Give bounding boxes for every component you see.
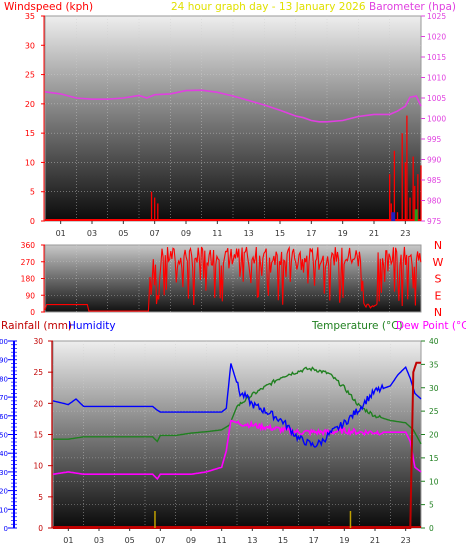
humidity-axis-title: Humidity (68, 320, 116, 332)
wind-tick-label: 20 (25, 100, 35, 109)
time-tick-label: 21 (369, 229, 379, 238)
dewpoint-line (52, 419, 422, 481)
baro-tick-label: 995 (427, 135, 442, 144)
direction-tick-label: 270 (21, 258, 36, 267)
direction-tick-label: 0 (30, 308, 35, 317)
temp-tick-label: 5 (429, 501, 434, 510)
baro-tick-label: 1010 (427, 74, 446, 83)
rain-tick-label: 5 (38, 493, 43, 502)
baro-tick-label: 1005 (427, 94, 446, 103)
time-tick-label: 23 (400, 229, 410, 238)
time-tick-label: 15 (275, 229, 285, 238)
rain-tick-label: 25 (33, 368, 43, 377)
temp-tick-label: 15 (429, 454, 439, 463)
rain-tick-label: 15 (33, 431, 43, 440)
humidity-tick-label: 50 (0, 432, 8, 440)
rain-tick-label: 0 (38, 524, 43, 533)
humidity-tick-label: 90 (0, 357, 8, 365)
humidity-tick-label: 80 (0, 375, 8, 383)
time-tick-label: 07 (150, 229, 160, 238)
time-tick-label: 15 (278, 536, 288, 545)
rainfall-axis-title: Rainfall (mm) (1, 320, 73, 332)
barometer-axis-title: Barometer (hpa) (369, 1, 457, 13)
wind-tick-label: 30 (25, 41, 35, 50)
humidity-tick-label: 10 (0, 506, 8, 514)
time-tick-label: 13 (247, 536, 257, 545)
time-tick-label: 11 (212, 229, 222, 238)
direction-tick-label: 90 (25, 291, 35, 300)
temp-tick-label: 25 (429, 407, 439, 416)
humidity-tick-label: 100 (0, 338, 8, 346)
wind-tick-label: 0 (30, 217, 35, 226)
temp-tick-label: 20 (429, 431, 439, 440)
barometer-line (44, 89, 422, 123)
graph-title: 24 hour graph day - 13 January 2026 (171, 1, 366, 13)
humidity-tick-label: 70 (0, 394, 8, 402)
dewpoint-axis-title: Dew Point (°C) (396, 320, 466, 332)
time-tick-label: 09 (186, 536, 196, 545)
time-tick-label: 05 (125, 536, 135, 545)
gust-marker-green (414, 209, 418, 221)
time-tick-label: 05 (118, 229, 128, 238)
time-tick-label: 11 (217, 536, 227, 545)
wind-tick-label: 10 (25, 158, 35, 167)
temperature-line (53, 366, 422, 445)
baro-tick-label: 1000 (427, 115, 446, 124)
humidity-tick-label: 0 (4, 525, 8, 533)
temp-tick-label: 40 (429, 337, 439, 346)
humidity-line (52, 363, 422, 448)
time-tick-label: 07 (155, 536, 165, 545)
compass-label: E (435, 289, 442, 302)
baro-tick-label: 1015 (427, 53, 446, 62)
time-tick-label: 19 (338, 229, 348, 238)
temp-tick-label: 35 (429, 360, 439, 369)
wind-tick-label: 25 (25, 71, 35, 80)
gust-marker-blue (391, 212, 396, 221)
baro-tick-label: 975 (427, 217, 442, 226)
compass-label: W (433, 256, 444, 269)
time-tick-label: 17 (306, 229, 316, 238)
direction-tick-label: 360 (21, 241, 36, 250)
rain-tick-label: 20 (33, 399, 43, 408)
wind-tick-label: 15 (25, 129, 35, 138)
humidity-tick-label: 60 (0, 413, 8, 421)
time-tick-label: 01 (56, 229, 66, 238)
compass-label: N (434, 239, 442, 252)
baro-tick-label: 990 (427, 156, 442, 165)
time-tick-label: 17 (309, 536, 319, 545)
baro-tick-label: 1025 (427, 12, 446, 21)
time-tick-label: 03 (87, 229, 97, 238)
compass-label: N (434, 306, 442, 319)
humidity-tick-label: 20 (0, 488, 8, 496)
time-tick-label: 13 (244, 229, 254, 238)
compass-label: S (435, 273, 442, 286)
temp-tick-label: 10 (429, 477, 439, 486)
wind-tick-label: 5 (30, 188, 35, 197)
time-tick-label: 23 (401, 536, 411, 545)
time-tick-label: 19 (339, 536, 349, 545)
rain-tick-label: 10 (33, 462, 43, 471)
temperature-axis-title: Temperature (°C) (312, 320, 403, 332)
direction-tick-label: 180 (21, 275, 36, 284)
humidity-tick-label: 30 (0, 469, 8, 477)
time-tick-label: 01 (63, 536, 73, 545)
wind-tick-label: 35 (25, 12, 35, 21)
wind-direction-line (44, 245, 422, 312)
baro-tick-label: 1020 (427, 33, 446, 42)
windspeed-axis-title: Windspeed (kph) (4, 1, 94, 13)
temp-tick-label: 0 (429, 524, 434, 533)
time-tick-label: 09 (181, 229, 191, 238)
rain-tick-label: 30 (33, 337, 43, 346)
baro-tick-label: 980 (427, 197, 442, 206)
time-tick-label: 21 (370, 536, 380, 545)
temp-tick-label: 30 (429, 384, 439, 393)
humidity-tick-label: 40 (0, 450, 8, 458)
time-tick-label: 03 (94, 536, 104, 545)
baro-tick-label: 985 (427, 176, 442, 185)
